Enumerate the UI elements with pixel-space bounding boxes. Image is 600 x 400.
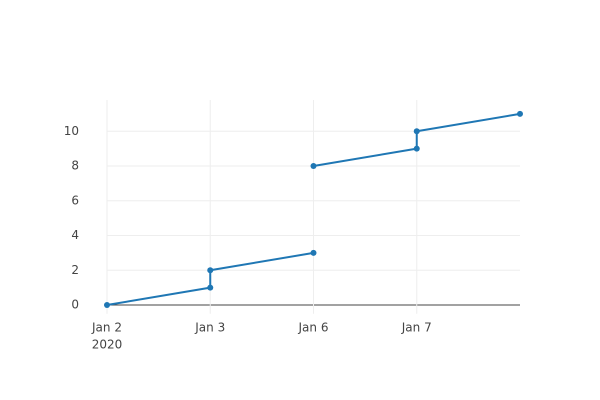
point (310, 249, 317, 256)
point (517, 110, 523, 117)
point (207, 284, 214, 291)
plot-area (104, 110, 523, 309)
point (413, 128, 420, 135)
y-tick-label: 0 (71, 298, 79, 312)
y-tick-label: 6 (71, 193, 79, 207)
x-tick-label: Jan 6 (298, 321, 329, 335)
line (106, 112, 521, 306)
y-tick-label: 8 (71, 159, 79, 173)
y-tick-label: 2 (71, 263, 79, 277)
x-tick-label: Jan 3 (194, 321, 225, 335)
x-tick-label: Jan 2 (91, 321, 122, 335)
point (413, 145, 420, 152)
point (104, 302, 110, 309)
x-year-label: 2020 (92, 338, 123, 352)
x-tick-label: Jan 7 (401, 321, 432, 335)
point (207, 267, 214, 274)
y-tick-label: 10 (64, 124, 79, 138)
y-tick-label: 4 (71, 228, 79, 242)
point (310, 163, 317, 170)
